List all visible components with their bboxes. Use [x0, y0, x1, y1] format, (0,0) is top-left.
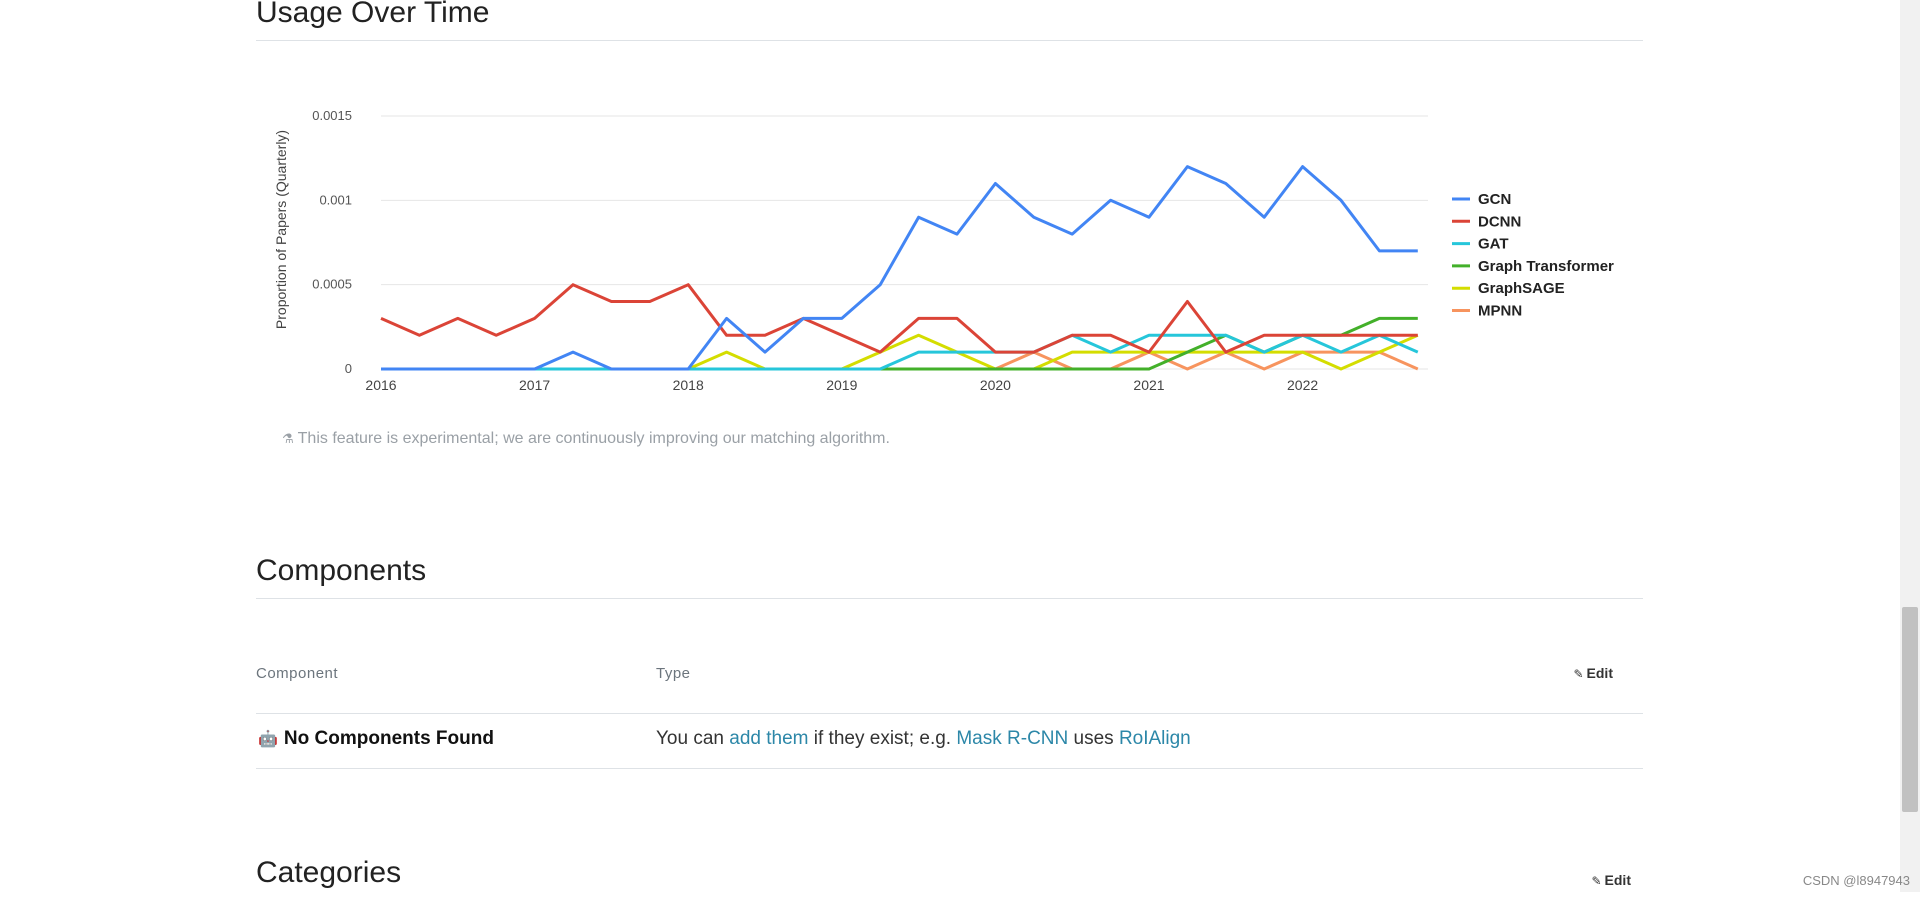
table-divider [256, 713, 1643, 714]
y-tick-label: 0.0015 [312, 108, 352, 123]
categories-edit-label: Edit [1604, 872, 1631, 888]
series-line-gcn [381, 165, 1418, 371]
components-title: Components [256, 554, 1643, 599]
no-components-message: You can add them if they exist; e.g. Mas… [656, 728, 1191, 750]
categories-edit-button[interactable]: ✎ Edit [1591, 872, 1631, 888]
component-column-header: Component [256, 665, 339, 682]
y-tick-label: 0.0005 [312, 277, 352, 292]
legend-label: DCNN [1478, 213, 1521, 230]
legend-label: MPNN [1478, 303, 1522, 320]
message-text-1: You can [656, 728, 730, 749]
usage-over-time-title: Usage Over Time [256, 0, 1643, 41]
mask-rcnn-link[interactable]: Mask R-CNN [956, 728, 1069, 749]
components-edit-label: Edit [1586, 665, 1613, 681]
type-column-header: Type [656, 665, 691, 682]
categories-title: Categories [256, 856, 402, 889]
no-components-label: No Components Found [283, 728, 494, 749]
x-tick-label: 2020 [980, 377, 1011, 393]
message-text-2: if they exist; e.g. [808, 728, 957, 749]
experimental-note: ⚗ This feature is experimental; we are co… [282, 430, 890, 448]
legend-label: GraphSAGE [1478, 280, 1565, 297]
usage-chart-svg: 0 0.0005 0.001 0.0015 2016 2017 2018 2019 2020 20… [273, 108, 1614, 393]
components-edit-button[interactable]: ✎ Edit [1573, 665, 1613, 681]
usage-chart: 0 0.0005 0.001 0.0015 2016 2017 2018 2019 2020 20… [256, 70, 1643, 393]
y-tick-label: 0 [345, 361, 352, 376]
legend-label: Graph Transformer [1478, 258, 1614, 275]
series-line-dcnn [380, 283, 1418, 354]
flask-icon: ⚗ [282, 431, 294, 446]
table-bottom-divider [256, 768, 1643, 769]
experimental-note-text: This feature is experimental; we are con… [297, 430, 890, 447]
y-axis-label: Proportion of Papers (Quarterly) [273, 130, 289, 329]
x-tick-label: 2022 [1287, 377, 1318, 393]
watermark: CSDN @l8947943 [1802, 873, 1910, 888]
x-tick-label: 2021 [1133, 377, 1164, 393]
robot-icon: 🤖 [258, 731, 278, 748]
roialign-link[interactable]: RoIAlign [1118, 728, 1191, 749]
x-tick-label: 2018 [673, 377, 704, 393]
y-tick-label: 0.001 [319, 192, 352, 207]
edit-icon: ✎ [1573, 667, 1584, 681]
legend-label: GCN [1478, 191, 1511, 208]
x-tick-label: 2016 [365, 377, 396, 393]
message-text-3: uses [1068, 728, 1119, 749]
x-tick-label: 2019 [826, 377, 857, 393]
edit-icon: ✎ [1591, 874, 1602, 888]
add-them-link[interactable]: add them [729, 728, 809, 749]
scrollbar-thumb[interactable] [1902, 607, 1918, 812]
scrollbar-track[interactable] [1900, 0, 1920, 892]
series-line-gat [381, 333, 1419, 371]
legend-label: GAT [1478, 236, 1509, 253]
x-tick-label: 2017 [519, 377, 550, 393]
no-components-cell: 🤖 No Components Found [258, 728, 494, 750]
